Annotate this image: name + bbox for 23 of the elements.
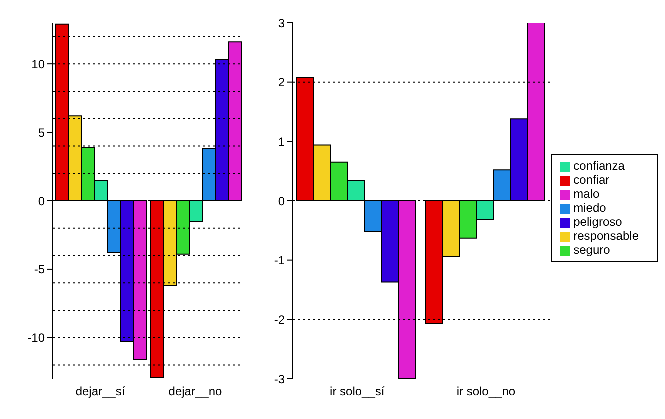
legend-label: seguro — [574, 243, 610, 257]
legend-label: confiar — [574, 173, 610, 187]
legend-label: malo — [574, 187, 600, 201]
y-tick-label: 0 — [278, 194, 286, 208]
y-tick-label: 0 — [38, 194, 46, 208]
y-tick-label: -5 — [34, 262, 46, 277]
y-tick-label: 10 — [32, 57, 46, 72]
y-tick-label: 3 — [278, 16, 286, 30]
x-tick-label: dejar__sí — [76, 384, 126, 399]
x-tick-label: dejar__no — [168, 384, 223, 399]
legend-label: peligroso — [574, 215, 622, 229]
legend-label: confianza — [574, 159, 625, 173]
x-tick-label: ir solo__no — [456, 384, 516, 399]
y-tick-label: -3 — [274, 372, 286, 386]
y-tick-label: 5 — [38, 126, 46, 140]
y-tick-label: 2 — [278, 76, 286, 90]
legend-label: responsable — [574, 229, 639, 243]
legend-label: miedo — [574, 201, 606, 215]
y-tick-label: -10 — [28, 331, 46, 346]
y-tick-label: 1 — [278, 134, 286, 149]
x-tick-label: ir solo__sí — [330, 384, 386, 399]
y-tick-label: -1 — [274, 254, 286, 268]
y-tick-label: -2 — [274, 312, 286, 327]
